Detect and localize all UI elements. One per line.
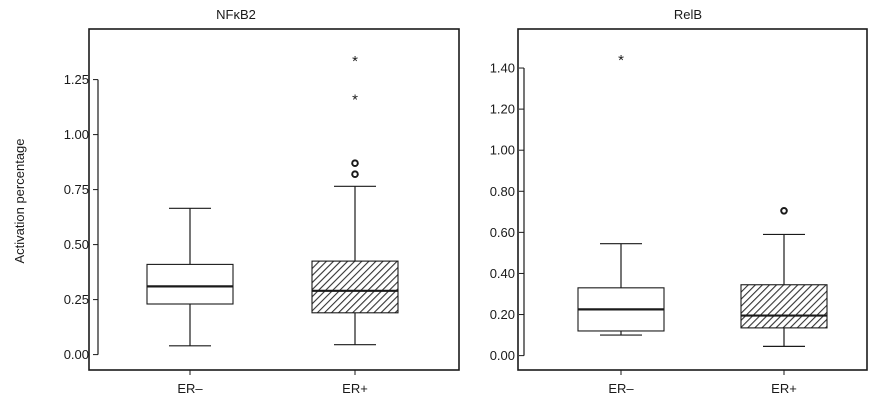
- y-tick-label: 0.50: [64, 237, 89, 252]
- extreme-outlier-star: *: [352, 53, 358, 70]
- boxes: **: [146, 53, 399, 347]
- plot-frame: [88, 28, 460, 371]
- y-tick-label: 1.00: [64, 127, 89, 142]
- box-er-negative: [146, 207, 234, 347]
- outlier-point: [351, 170, 359, 178]
- y-tick-label: 0.40: [490, 266, 515, 281]
- y-tick-label: 0.75: [64, 182, 89, 197]
- plot-frame: [517, 28, 868, 371]
- outlier-point: [351, 159, 359, 167]
- box-er-positive: [740, 206, 828, 347]
- outlier-point: [780, 206, 788, 215]
- extreme-outlier-star: *: [618, 52, 624, 69]
- x-tick-label: ER–: [608, 381, 634, 396]
- boxes: *: [577, 52, 828, 347]
- y-tick-label: 0.00: [64, 347, 89, 362]
- y-tick-label: 0.20: [490, 307, 515, 322]
- y-axis: 0.00 0.25 0.50 0.75 1.00 1.25: [64, 72, 99, 362]
- panel-nfkb2: NFκB2 Activation percentage 0.00 0.25 0.50…: [12, 7, 460, 396]
- y-tick-label: 0.60: [490, 225, 515, 240]
- iqr-box: [311, 260, 399, 314]
- y-tick-label: 0.80: [490, 184, 515, 199]
- y-axis-label: Activation percentage: [12, 138, 27, 263]
- x-tick-label: ER+: [771, 381, 797, 396]
- x-tick-label: ER–: [177, 381, 203, 396]
- y-tick-label: 1.20: [490, 102, 515, 117]
- panel-title: RelB: [674, 7, 702, 22]
- iqr-box: [740, 284, 828, 329]
- y-tick-label: 0.00: [490, 348, 515, 363]
- iqr-box: [146, 263, 234, 305]
- extreme-outlier-star: *: [352, 91, 358, 108]
- y-tick-label: 1.00: [490, 143, 515, 158]
- panel-title: NFκB2: [216, 7, 256, 22]
- x-axis: ER– ER+: [177, 370, 368, 396]
- y-axis: 0.00 0.20 0.40 0.60 0.80 1.00 1.20 1.40: [490, 61, 525, 363]
- y-tick-label: 0.25: [64, 292, 89, 307]
- y-tick-label: 1.25: [64, 72, 89, 87]
- y-tick-label: 1.40: [490, 61, 515, 76]
- box-er-positive: **: [311, 53, 399, 346]
- x-axis: ER– ER+: [608, 370, 797, 396]
- panel-relb: RelB 0.000.200.400.600.801.001.201.40 * …: [490, 7, 868, 396]
- box-er-negative: *: [577, 52, 665, 336]
- x-tick-label: ER+: [342, 381, 368, 396]
